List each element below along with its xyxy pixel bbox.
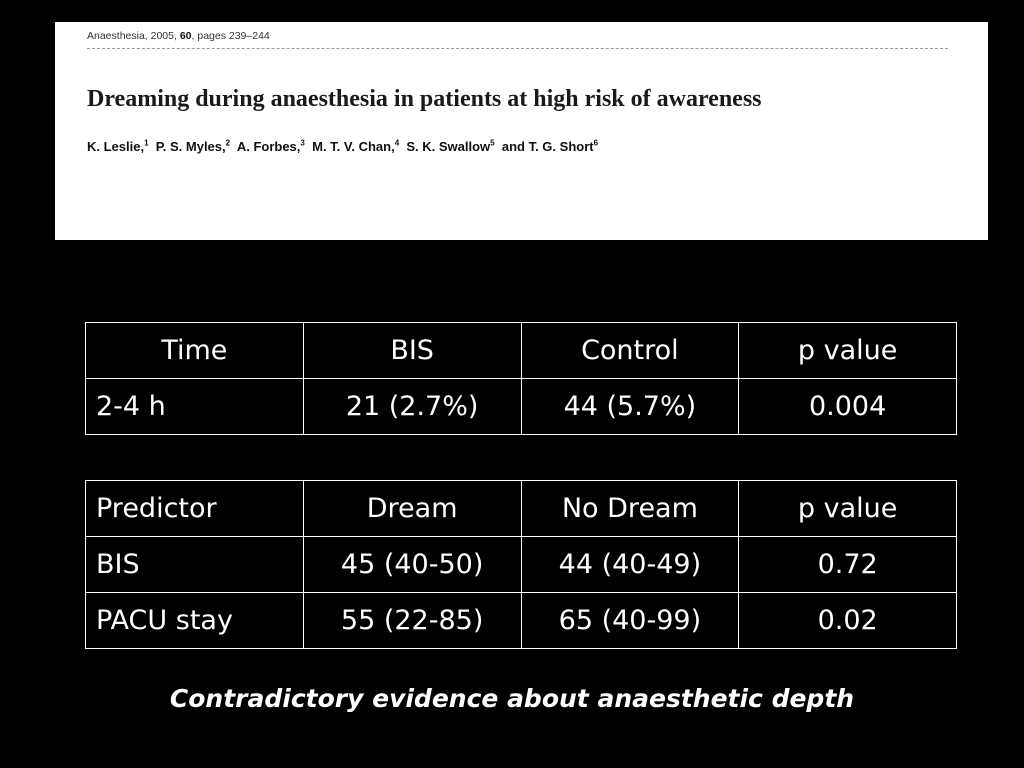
table-cell: 45 (40-50) [302, 536, 522, 593]
table-header-cell: Predictor [85, 480, 304, 537]
paper-title: Dreaming during anaesthesia in patients … [87, 86, 762, 112]
table-header-cell: p value [738, 322, 957, 379]
table-header-cell: Control [520, 322, 740, 379]
table-cell: 0.72 [738, 536, 957, 593]
journal-pages: , pages 239–244 [191, 30, 270, 42]
author: and T. G. Short6 [501, 139, 599, 155]
table-cell: 44 (40-49) [520, 536, 740, 593]
table-cell: 0.004 [738, 378, 957, 435]
table-cell: 2-4 h [85, 378, 304, 435]
slide-caption: Contradictory evidence about anaesthetic… [169, 684, 855, 713]
table-cell: 44 (5.7%) [520, 378, 740, 435]
table-cell: BIS [85, 536, 304, 593]
dream-predictor-table: Predictor Dream No Dream p value BIS 45 … [85, 480, 957, 649]
author: M. T. V. Chan,4 [312, 139, 400, 155]
table-cell: 21 (2.7%) [302, 378, 522, 435]
table-cell: 0.02 [738, 592, 957, 649]
table-cell: PACU stay [85, 592, 304, 649]
table-header-cell: p value [738, 480, 957, 537]
author-list: K. Leslie,1 P. S. Myles,2 A. Forbes,3 M.… [87, 139, 956, 154]
journal-name: Anaesthesia, 2005, [87, 30, 180, 42]
awareness-incidence-table: Time BIS Control p value 2-4 h 21 (2.7%)… [85, 322, 957, 435]
table-header-cell: Dream [302, 480, 522, 537]
table-cell: 65 (40-99) [520, 592, 740, 649]
author: S. K. Swallow5 [406, 139, 495, 155]
table-header-row: Predictor Dream No Dream p value [85, 480, 957, 537]
author: A. Forbes,3 [236, 139, 305, 155]
table-row: BIS 45 (40-50) 44 (40-49) 0.72 [85, 536, 957, 593]
table-header-cell: No Dream [520, 480, 740, 537]
table-cell: 55 (22-85) [302, 592, 522, 649]
table-row: 2-4 h 21 (2.7%) 44 (5.7%) 0.004 [85, 378, 957, 435]
table-header-cell: Time [85, 322, 304, 379]
journal-citation: Anaesthesia, 2005, 60, pages 239–244 [87, 30, 948, 49]
author: K. Leslie,1 [87, 139, 149, 155]
author: P. S. Myles,2 [155, 139, 231, 155]
paper-header-image: Anaesthesia, 2005, 60, pages 239–244 Dre… [55, 22, 988, 240]
table-row: PACU stay 55 (22-85) 65 (40-99) 0.02 [85, 592, 957, 649]
journal-volume: 60 [179, 30, 192, 42]
table-header-cell: BIS [302, 322, 522, 379]
table-header-row: Time BIS Control p value [85, 322, 957, 379]
